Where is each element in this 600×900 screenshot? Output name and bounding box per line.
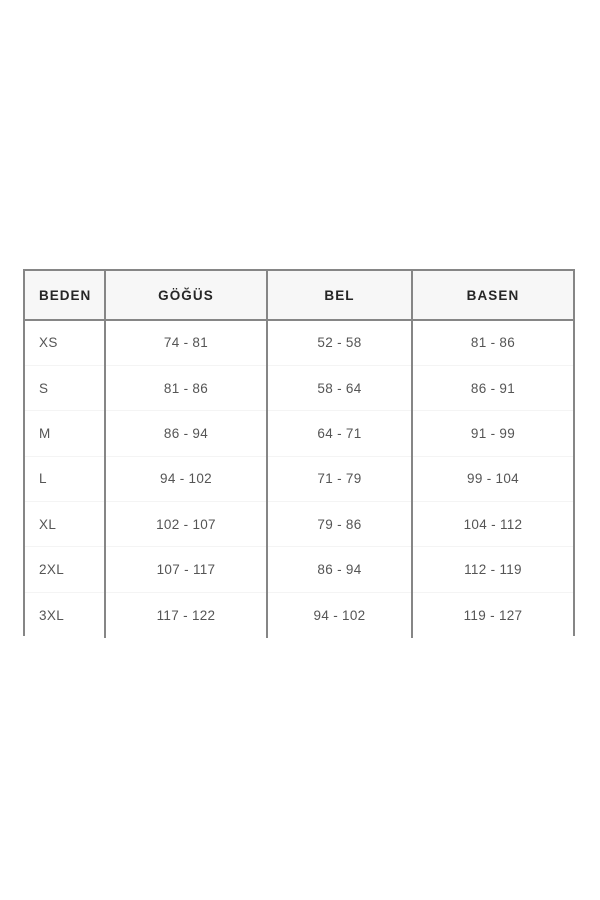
cell-hips: 119 - 127 (412, 592, 573, 638)
cell-chest: 81 - 86 (105, 365, 268, 412)
cell-waist: 94 - 102 (267, 592, 413, 638)
cell-waist: 86 - 94 (267, 546, 413, 593)
cell-hips: 81 - 86 (412, 320, 573, 366)
column-header-waist: BEL (267, 271, 413, 321)
cell-size: L (25, 456, 106, 503)
cell-chest: 102 - 107 (105, 501, 268, 548)
cell-waist: 64 - 71 (267, 410, 413, 457)
cell-waist: 58 - 64 (267, 365, 413, 412)
cell-hips: 86 - 91 (412, 365, 573, 412)
column-header-size: BEDEN (25, 271, 106, 321)
table-row: XS 74 - 81 52 - 58 81 - 86 (25, 320, 573, 366)
cell-hips: 91 - 99 (412, 410, 573, 457)
cell-chest: 86 - 94 (105, 410, 268, 457)
table-row: 2XL 107 - 117 86 - 94 112 - 119 (25, 546, 573, 593)
size-chart-table-container: BEDEN GÖĞÜS BEL BASEN XS 74 - 81 52 - 58… (23, 269, 575, 638)
cell-size: XS (25, 320, 106, 366)
cell-chest: 94 - 102 (105, 456, 268, 503)
table-header: BEDEN GÖĞÜS BEL BASEN (25, 271, 573, 321)
cell-size: 3XL (25, 592, 106, 638)
size-chart-table: BEDEN GÖĞÜS BEL BASEN XS 74 - 81 52 - 58… (25, 271, 573, 638)
cell-size: XL (25, 501, 106, 548)
cell-chest: 107 - 117 (105, 546, 268, 593)
cell-waist: 52 - 58 (267, 320, 413, 366)
cell-waist: 79 - 86 (267, 501, 413, 548)
table-body: XS 74 - 81 52 - 58 81 - 86 S 81 - 86 58 … (25, 320, 573, 638)
cell-size: S (25, 365, 106, 412)
cell-size: 2XL (25, 546, 106, 593)
cell-chest: 74 - 81 (105, 320, 268, 366)
cell-waist: 71 - 79 (267, 456, 413, 503)
column-header-chest: GÖĞÜS (105, 271, 268, 321)
cell-hips: 99 - 104 (412, 456, 573, 503)
table-row: 3XL 117 - 122 94 - 102 119 - 127 (25, 592, 573, 638)
cell-size: M (25, 410, 106, 457)
table-row: S 81 - 86 58 - 64 86 - 91 (25, 365, 573, 412)
cell-hips: 112 - 119 (412, 546, 573, 593)
cell-chest: 117 - 122 (105, 592, 268, 638)
table-header-row: BEDEN GÖĞÜS BEL BASEN (25, 271, 573, 321)
cell-hips: 104 - 112 (412, 501, 573, 548)
table-row: XL 102 - 107 79 - 86 104 - 112 (25, 501, 573, 548)
table-row: L 94 - 102 71 - 79 99 - 104 (25, 456, 573, 503)
column-header-hips: BASEN (412, 271, 573, 321)
table-row: M 86 - 94 64 - 71 91 - 99 (25, 410, 573, 457)
